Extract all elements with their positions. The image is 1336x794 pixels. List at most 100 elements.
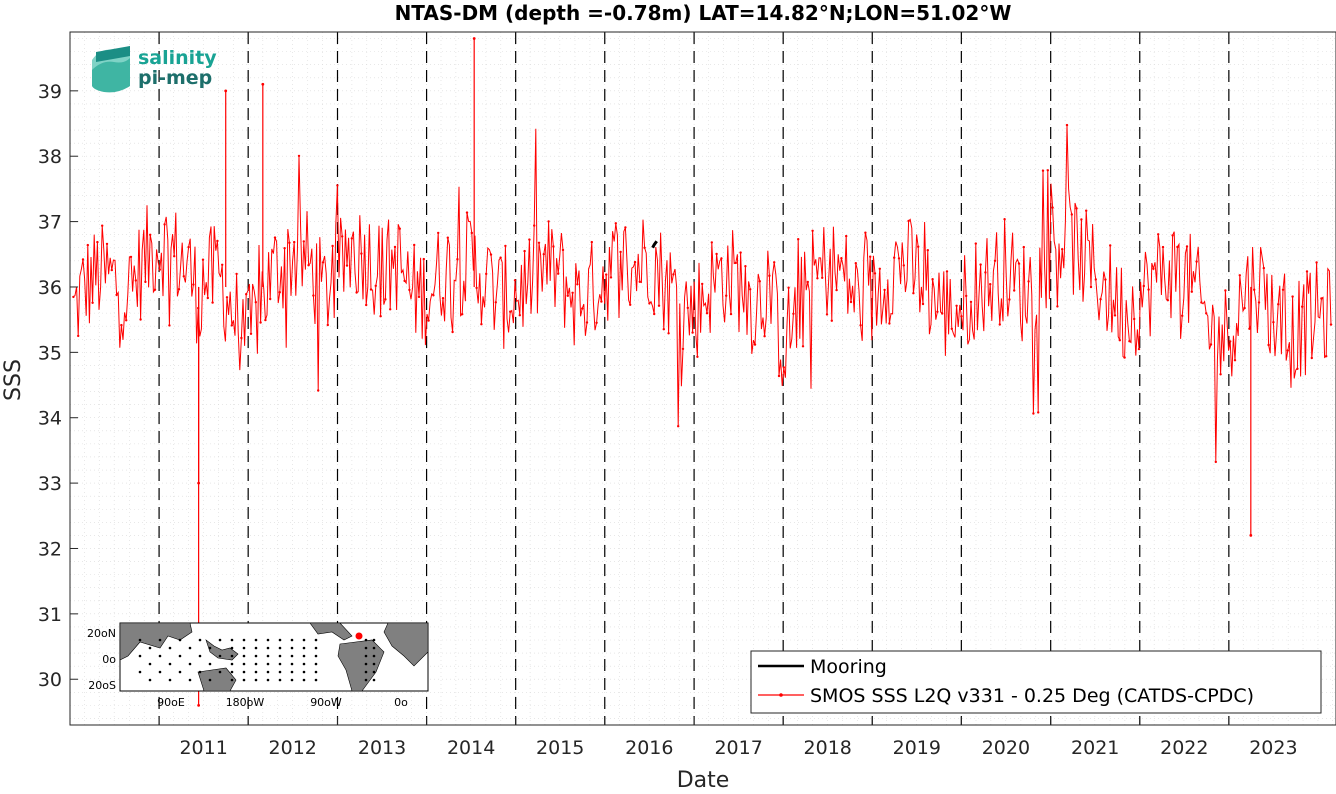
y-tick-label: 34 bbox=[38, 408, 62, 430]
smos-point bbox=[1123, 356, 1126, 359]
smos-point bbox=[1229, 340, 1232, 343]
smos-point bbox=[134, 279, 137, 282]
smos-point bbox=[854, 262, 857, 265]
inset-mooring-dot bbox=[372, 646, 376, 650]
inset-mooring-dot bbox=[148, 662, 152, 666]
plot-border bbox=[69, 31, 1336, 726]
inset-mooring-dot bbox=[266, 678, 270, 682]
x-tick-label: 2011 bbox=[179, 737, 227, 759]
smos-point bbox=[1257, 301, 1261, 304]
smos-point bbox=[422, 257, 425, 261]
smos-point bbox=[1022, 245, 1025, 249]
smos-point bbox=[317, 389, 320, 392]
smos-point bbox=[1253, 288, 1256, 291]
smos-point bbox=[1075, 207, 1078, 210]
smos-point bbox=[417, 295, 421, 299]
inset-mooring-dot bbox=[230, 670, 234, 674]
inset-mooring-dot bbox=[372, 638, 376, 642]
x-tick-label: 2023 bbox=[1249, 737, 1297, 759]
smos-point bbox=[768, 274, 771, 277]
smos-point bbox=[341, 235, 344, 238]
smos-point bbox=[523, 249, 526, 253]
x-tick-label: 2015 bbox=[536, 737, 584, 759]
inset-mooring-dot bbox=[178, 670, 182, 674]
smos-point bbox=[710, 241, 713, 244]
inset-mooring-dot bbox=[314, 678, 318, 682]
smos-point bbox=[115, 293, 118, 297]
smos-point bbox=[177, 288, 181, 291]
year-divider-lines bbox=[158, 32, 1230, 725]
smos-point bbox=[1133, 317, 1136, 321]
smos-point bbox=[1233, 359, 1237, 362]
smos-point bbox=[485, 272, 488, 276]
smos-point bbox=[657, 304, 661, 307]
smos-point bbox=[321, 261, 325, 264]
smos-point bbox=[293, 240, 296, 244]
inset-mooring-dot bbox=[266, 654, 270, 658]
legend-box bbox=[750, 650, 1322, 714]
smos-point bbox=[869, 255, 872, 258]
inset-mooring-dots bbox=[138, 638, 376, 682]
inset-mooring-dot bbox=[230, 654, 234, 658]
smos-point bbox=[945, 270, 949, 273]
inset-mooring-dot bbox=[148, 678, 152, 682]
y-tick-label: 32 bbox=[38, 538, 62, 560]
smos-point bbox=[264, 318, 267, 322]
chart-title: NTAS-DM (depth =-0.78m) LAT=14.82°N;LON=… bbox=[395, 1, 1012, 25]
inset-mooring-dot bbox=[314, 638, 318, 642]
mooring-line bbox=[651, 240, 658, 249]
smos-point bbox=[345, 264, 349, 267]
smos-point bbox=[259, 321, 262, 324]
smos-point bbox=[821, 276, 824, 279]
smos-point bbox=[297, 154, 301, 158]
x-tick-label: 2013 bbox=[358, 737, 406, 759]
smos-point bbox=[552, 245, 555, 248]
inset-mooring-dot bbox=[208, 678, 212, 682]
smos-point bbox=[528, 238, 531, 241]
smos-spike-point bbox=[197, 481, 201, 485]
smos-point bbox=[1157, 233, 1160, 236]
y-axis-ticks: 30 31 32 33 34 35 36 37 38 39 bbox=[38, 81, 78, 691]
inset-mooring-dot bbox=[230, 678, 234, 682]
smos-point bbox=[1262, 266, 1266, 270]
smos-point bbox=[1080, 218, 1083, 221]
smos-point bbox=[1286, 349, 1290, 352]
y-tick-label: 37 bbox=[38, 212, 62, 234]
inset-location-map: 20oN 0o 20oS 90oE 180oW 90oW 0o bbox=[87, 622, 429, 709]
x-tick-label: 2020 bbox=[982, 737, 1030, 759]
smos-point bbox=[912, 292, 915, 295]
inset-mooring-dot bbox=[302, 638, 306, 642]
smos-point bbox=[393, 245, 397, 249]
smos-point bbox=[1214, 460, 1218, 464]
smos-point bbox=[1205, 312, 1208, 315]
smos-point bbox=[686, 306, 689, 310]
smos-point bbox=[1137, 347, 1141, 351]
inset-mooring-dot bbox=[290, 662, 294, 666]
inset-mooring-dot bbox=[242, 654, 246, 658]
smos-point bbox=[96, 240, 99, 244]
inset-mooring-dot bbox=[208, 646, 212, 650]
smos-point bbox=[537, 241, 541, 244]
inset-mooring-dot bbox=[278, 662, 282, 666]
inset-mooring-dot bbox=[218, 654, 222, 658]
smos-point bbox=[101, 224, 104, 227]
smos-point bbox=[312, 294, 315, 297]
inset-mooring-dot bbox=[278, 654, 282, 658]
inset-mooring-dot bbox=[230, 646, 234, 650]
smos-point bbox=[499, 256, 502, 259]
smos-point bbox=[998, 323, 1001, 326]
smos-point bbox=[744, 265, 747, 268]
smos-point bbox=[926, 249, 929, 252]
inset-mooring-dot bbox=[158, 638, 162, 642]
smos-point bbox=[144, 280, 147, 284]
inset-mooring-dot bbox=[218, 638, 222, 642]
smos-point bbox=[480, 323, 483, 326]
smos-point bbox=[283, 247, 286, 250]
smos-point bbox=[163, 223, 166, 226]
smos-point bbox=[192, 283, 195, 286]
smos-point bbox=[816, 277, 819, 280]
inset-mooring-dot bbox=[158, 670, 162, 674]
smos-point bbox=[230, 324, 233, 327]
smos-point bbox=[1109, 244, 1112, 247]
